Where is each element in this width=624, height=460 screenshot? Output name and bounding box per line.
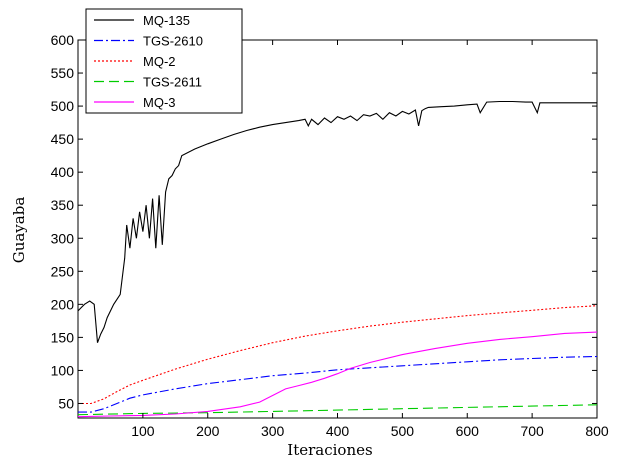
legend-label-tgs-2610: TGS-2610 (143, 34, 203, 49)
series-line-mq-2 (78, 305, 598, 405)
legend-label-mq-3: MQ-3 (143, 95, 176, 110)
x-tick-label: 100 (131, 423, 155, 439)
x-tick-label: 200 (196, 423, 220, 439)
series-line-mq-3 (77, 331, 598, 418)
y-axis-label: Guayaba (10, 197, 28, 264)
x-tick-label: 700 (520, 423, 544, 439)
x-axis-label: Iteraciones (287, 441, 372, 459)
x-tick-label: 400 (326, 423, 350, 439)
y-tick-label: 50 (58, 395, 74, 411)
legend: MQ-135 TGS-2610 MQ-2 TGS-2611 MQ-3 (85, 8, 243, 114)
y-tick-label: 600 (51, 32, 75, 48)
x-tick-label: 300 (261, 423, 285, 439)
series-line-tgs-2610 (78, 355, 598, 413)
y-tick-label: 450 (51, 131, 75, 147)
series-line-mq-135 (77, 100, 597, 343)
y-tick-label: 500 (51, 98, 75, 114)
y-tick-label: 400 (51, 164, 75, 180)
legend-label-tgs-2611: TGS-2611 (143, 75, 202, 90)
legend-label-mq-135: MQ-135 (143, 13, 190, 28)
y-tick-label: 150 (51, 329, 75, 345)
y-tick-label: 550 (51, 65, 75, 81)
x-tick-label: 600 (456, 423, 480, 439)
series-layer (77, 100, 598, 418)
x-tick-label: 500 (391, 423, 415, 439)
legend-label-mq-2: MQ-2 (143, 54, 176, 69)
y-tick-label: 350 (51, 197, 75, 213)
x-tick-label: 800 (585, 423, 609, 439)
y-tick-label: 200 (51, 296, 75, 312)
series-line-tgs-2611 (77, 404, 598, 416)
y-tick-label: 100 (51, 362, 75, 378)
tick-layer: 100 200 300 400 500 600 700 800 50 100 150 200 250 30… (51, 32, 609, 439)
y-tick-label: 250 (51, 263, 75, 279)
y-tick-label: 300 (51, 230, 75, 246)
